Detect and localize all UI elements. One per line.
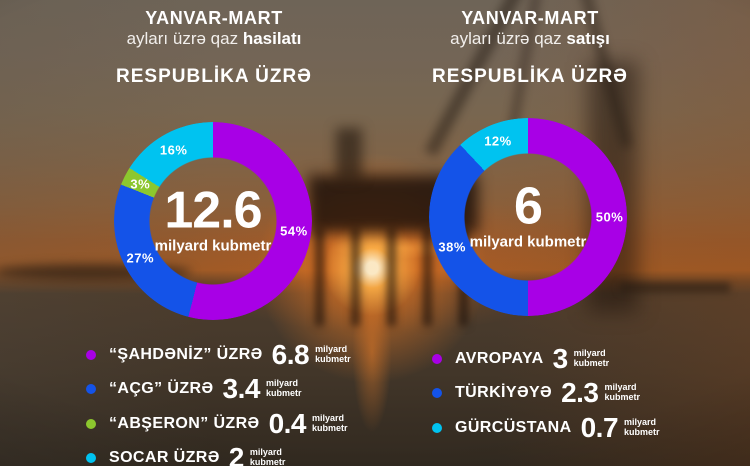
left-legend: “ŞAHDƏNİZ” ÜZRƏ 6.8 milyard kubmetr “AÇG… [86,339,361,466]
legend-value: 3.4 [222,373,261,404]
legend-unit: milyard kubmetr [312,412,348,433]
legend-item: “ŞAHDƏNİZ” ÜZRƏ 6.8 milyard kubmetr [86,339,361,370]
legend-value: 2.3 [561,377,599,408]
legend-label: “ŞAHDƏNİZ” ÜZRƏ [109,345,263,363]
legend-bullet [86,384,96,394]
right-subtitle: RESPUBLİKA ÜZRƏ [432,66,628,88]
percent-label: 38% [438,239,466,255]
left-subtitle: RESPUBLİKA ÜZRƏ [116,66,312,88]
donut-center-label: 6 milyard kubmetr [468,177,588,252]
legend-bullet [86,453,96,463]
total-unit: milyard kubmetr [154,237,272,255]
legend-label: AVROPAYA [455,349,544,367]
total-value: 12.6 [164,181,262,240]
legend-bullet [432,422,442,433]
legend-unit: milyard kubmetr [265,378,302,398]
legend-item: “ABŞERON” ÜZRƏ 0.4 milyard kubmetr [86,408,361,439]
legend-unit: milyard kubmetr [604,382,641,402]
ship-silhouette [620,283,730,292]
legend-label: TÜRKİYƏYƏ [455,384,553,401]
legend-bullet [86,418,96,429]
percent-label: 16% [159,142,188,157]
oil-rig-derrick-silhouette [336,128,362,180]
legend-value: 0.4 [268,407,307,439]
legend-label: GÜRCÜSTANA [455,418,572,436]
left-chart-title: YANVAR-MART ayları üzrə qaz hasilatı RES… [64,8,364,89]
percent-label: 54% [280,223,308,239]
legend-unit: milyard kubmetr [624,416,660,437]
legend-item: “AÇG” ÜZRƏ 3.4 milyard kubmetr [86,373,361,404]
left-title-line1: YANVAR-MART [145,8,283,28]
legend-item: GÜRCÜSTANA 0.7 milyard kubmetr [432,412,670,443]
right-legend: AVROPAYA 3 milyard kubmetr TÜRKİYƏYƏ 2.3… [432,343,670,451]
legend-label: “AÇG” ÜZRƏ [109,380,214,397]
percent-label: 3% [130,176,151,192]
donut-center-label: 12.6 milyard kubmetr [153,181,273,256]
legend-label: “ABŞERON” ÜZRƏ [109,414,260,432]
percent-label: 27% [126,250,155,266]
percent-label: 50% [595,209,624,225]
donut-ring [114,122,312,320]
legend-bullet [432,388,442,398]
right-title-line2: ayları üzrə qaz satışı [450,29,610,49]
legend-item: TÜRKİYƏYƏ 2.3 milyard kubmetr [432,377,670,408]
percent-label: 12% [484,133,512,149]
legend-unit: milyard kubmetr [315,343,351,364]
legend-bullet [432,353,442,364]
legend-value: 0.7 [580,411,619,443]
legend-label: SOCAR ÜZRƏ [109,449,220,466]
right-title-line1: YANVAR-MART [461,8,599,28]
legend-item: AVROPAYA 3 milyard kubmetr [432,343,670,374]
legend-value: 3 [552,342,569,374]
legend-value: 6.8 [271,338,310,370]
legend-bullet [86,349,96,360]
donut-chart-hasilat: 12.6 milyard kubmetr 54% 27% 3% 16% [114,122,312,320]
legend-unit: milyard kubmetr [573,347,610,368]
legend-unit: milyard kubmetr [249,447,286,466]
right-chart-title: YANVAR-MART ayları üzrə qaz satışı RESPU… [380,8,680,89]
legend-item: SOCAR ÜZRƏ 2 milyard kubmetr [86,442,361,466]
donut-ring [429,118,627,316]
total-value: 6 [514,177,543,236]
total-unit: milyard kubmetr [469,233,587,251]
legend-value: 2 [228,442,245,466]
donut-chart-satis: 6 milyard kubmetr 50% 38% 12% [429,118,627,316]
left-title-line2: ayları üzrə qaz hasilatı [126,29,302,49]
